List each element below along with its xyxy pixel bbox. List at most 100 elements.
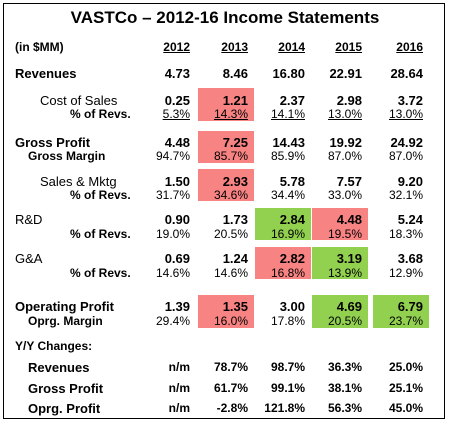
value-cell: 34.6% [213, 188, 248, 202]
value-cell: 28.64 [390, 66, 423, 81]
value-cell: 5.24 [397, 212, 423, 227]
value-cell: 6.79 [397, 299, 423, 314]
yy-value-cell: 56.3% [327, 401, 362, 415]
yy-value-cell: 61.7% [213, 381, 248, 395]
value-cell: 14.6% [155, 266, 190, 280]
value-cell: 85.7% [213, 149, 248, 163]
value-cell: 7.25 [222, 135, 248, 150]
value-cell: 4.48 [336, 212, 362, 227]
value-cell: 14.3% [213, 107, 248, 121]
yy-value-cell: 121.8% [264, 401, 305, 415]
value-cell: 14.1% [270, 107, 305, 121]
highlight-cell [198, 131, 254, 163]
year-header-2012: 2012 [163, 40, 190, 54]
row-label: Cost of Sales [40, 93, 118, 108]
row-label: Oprg. Margin [28, 314, 103, 328]
value-cell: 13.0% [388, 107, 423, 121]
year-header-2014: 2014 [278, 40, 305, 54]
value-cell: 14.43 [272, 135, 305, 150]
value-cell: 1.50 [164, 174, 190, 189]
value-cell: 22.91 [329, 66, 362, 81]
row-label: Gross Margin [28, 149, 106, 163]
highlight-cell [312, 295, 368, 328]
value-cell: 13.0% [327, 107, 362, 121]
yy-value-cell: 78.7% [213, 360, 248, 374]
value-cell: 4.69 [336, 299, 362, 314]
value-cell: 1.21 [222, 93, 248, 108]
value-cell: 4.48 [164, 135, 190, 150]
value-cell: 0.69 [164, 251, 190, 266]
row-label: % of Revs. [70, 266, 131, 280]
row-label: % of Revs. [70, 188, 131, 202]
value-cell: 24.92 [390, 135, 423, 150]
value-cell: 20.5% [327, 314, 362, 328]
value-cell: 8.46 [222, 66, 248, 81]
value-cell: 3.19 [336, 251, 362, 266]
yy-value-cell: 38.1% [327, 381, 362, 395]
value-cell: 17.8% [270, 314, 305, 328]
yy-value-cell: 98.7% [270, 360, 305, 374]
value-cell: 0.90 [164, 212, 190, 227]
value-cell: 3.72 [397, 93, 423, 108]
year-header-2013: 2013 [221, 40, 248, 54]
income-statement-panel: VASTCo – 2012-16 Income Statements [3, 3, 445, 419]
page-title: VASTCo – 2012-16 Income Statements [70, 8, 380, 27]
value-cell: 16.0% [213, 314, 248, 328]
value-cell: 29.4% [155, 314, 190, 328]
value-cell: 94.7% [155, 149, 190, 163]
highlight-cell [198, 295, 254, 328]
row-label: Gross Profit [15, 135, 91, 150]
yy-value-cell: n/m [168, 381, 190, 395]
yy-value-cell: 99.1% [270, 381, 305, 395]
value-cell: 85.9% [270, 149, 305, 163]
value-cell: 2.93 [222, 174, 248, 189]
value-cell: 13.9% [327, 266, 362, 280]
value-cell: 2.82 [279, 251, 305, 266]
value-cell: 1.39 [164, 299, 190, 314]
value-cell: 3.68 [397, 251, 423, 266]
value-cell: 1.35 [222, 299, 248, 314]
yy-value-cell: n/m [168, 360, 190, 374]
highlight-cell [198, 169, 254, 201]
value-cell: 87.0% [327, 149, 362, 163]
value-cell: 1.24 [222, 251, 248, 266]
yy-value-cell: n/m [168, 401, 190, 415]
value-cell: 87.0% [388, 149, 423, 163]
row-label: Operating Profit [15, 299, 114, 314]
row-label: R&D [15, 212, 43, 227]
value-cell: 31.7% [155, 188, 190, 202]
value-cell: 34.4% [270, 188, 305, 202]
yy-value-cell: -2.8% [216, 401, 248, 415]
value-cell: 16.80 [272, 66, 305, 81]
highlight-cell [198, 88, 254, 121]
value-cell: 19.0% [155, 227, 190, 241]
value-cell: 14.6% [213, 266, 248, 280]
value-cell: 16.8% [270, 266, 305, 280]
value-cell: 0.25 [164, 93, 190, 108]
year-header-2015: 2015 [335, 40, 362, 54]
value-cell: 5.78 [279, 174, 305, 189]
yy-row-label: Gross Profit [28, 381, 104, 396]
value-cell: 33.0% [327, 188, 362, 202]
highlight-cell [255, 208, 311, 240]
value-cell: 16.9% [270, 227, 305, 241]
value-cell: 18.3% [388, 227, 423, 241]
yy-value-cell: 25.1% [388, 381, 423, 395]
yy-heading: Y/Y Changes: [15, 339, 93, 353]
value-cell: 9.20 [397, 174, 423, 189]
row-label: % of Revs. [70, 227, 131, 241]
year-header-2016: 2016 [396, 40, 423, 54]
value-cell: 2.84 [279, 212, 305, 227]
row-label: Sales & Mktg [40, 174, 117, 189]
row-label: Revenues [15, 66, 77, 81]
row-label: % of Revs. [70, 107, 131, 121]
value-cell: 20.5% [213, 227, 248, 241]
highlight-cell [373, 295, 429, 328]
value-cell: 19.5% [327, 227, 362, 241]
value-cell: 23.7% [388, 314, 423, 328]
row-label: G&A [15, 251, 43, 266]
highlight-cell [312, 208, 368, 240]
highlight-cell [312, 247, 368, 279]
value-cell: 4.73 [164, 66, 190, 81]
value-cell: 7.57 [336, 174, 362, 189]
